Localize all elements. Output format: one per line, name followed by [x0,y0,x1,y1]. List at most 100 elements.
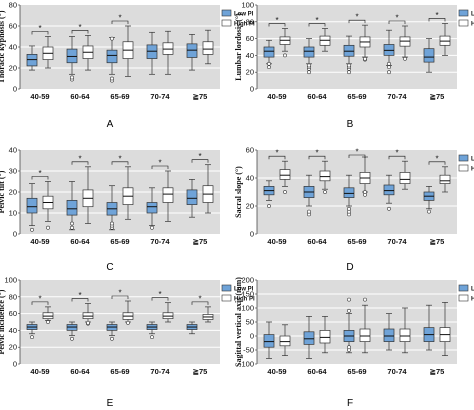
y-axis-label: Pelvic incidence (°) [0,289,6,354]
y-tick-label: 20 [9,343,17,352]
box-high-pi [162,30,174,75]
outlier-point [387,70,391,75]
significance-bracket [151,165,169,169]
y-axis-label: Sagittal vertical axis (mm) [234,277,243,367]
panel-letter: C [106,262,113,273]
y-tick-label: 100 [241,1,254,10]
box-iqr [399,172,411,184]
legend-label-high-pi: High PI [471,167,474,173]
box-iqr [343,187,355,198]
x-tick-label: 40-59 [30,92,49,101]
box-low-pi [383,174,395,211]
significance-asterisk: * [118,289,121,298]
box-high-pi [202,306,214,323]
box-low-pi [26,183,38,232]
x-tick-label: 70-74 [387,367,407,376]
box-high-pi [439,23,451,56]
box-high-pi [82,35,94,71]
box-low-pi [66,181,78,231]
box-high-pi [319,316,331,354]
outlier-point [387,206,391,211]
outlier-point [150,225,154,230]
y-tick-label: 100 [241,304,254,313]
chart-panel-c: 0 10 20 30 40 Pelvic tilt (°) 40-59 * 60-64 * 65-6… [0,146,220,246]
outlier-point [30,227,34,232]
box-high-pi [319,160,331,194]
outlier-point [70,225,74,230]
significance-asterisk: * [315,16,318,25]
legend-swatch-high-pi [221,19,232,27]
box-low-pi [423,304,435,351]
box-high-pi [319,28,331,52]
outlier-point [363,190,367,194]
significance-bracket [308,23,326,27]
outlier-point [267,65,271,70]
significance-asterisk: * [38,169,41,178]
box-low-pi [146,187,158,230]
box-high-pi [359,24,371,62]
x-tick-label: 70-74 [387,92,407,101]
significance-asterisk: * [435,154,438,163]
legend-swatch-high-pi [221,294,232,302]
box-low-pi [66,36,78,82]
significance-bracket [348,19,366,24]
significance-asterisk: * [38,24,41,33]
outlier-point [387,65,391,70]
significance-asterisk: * [198,294,201,303]
outlier-point [70,75,74,80]
box-low-pi [383,313,395,351]
panel-letter: D [346,262,353,273]
significance-bracket [111,161,129,165]
box-low-pi [423,38,435,73]
panel-letter: A [107,119,114,130]
box-iqr [359,328,371,342]
legend-label-low-pi: Low PI [234,287,254,293]
box-low-pi [106,36,118,83]
box-iqr [66,48,78,64]
panel-letter: F [347,398,353,409]
significance-bracket [428,18,446,22]
y-tick-label: 30 [9,167,17,176]
outlier-point [347,63,351,68]
outlier-point [267,61,271,66]
box-low-pi [343,35,355,75]
box-low-pi [146,321,158,340]
y-tick-label: 80 [246,17,254,26]
significance-bracket [191,301,209,305]
outlier-point [323,190,327,194]
box-high-pi [279,28,291,58]
y-tick-label: 10 [9,209,17,218]
outlier-point [110,336,114,341]
significance-bracket [71,298,89,302]
legend-label-low-pi: Low PI [471,287,474,293]
box-iqr [319,170,331,182]
significance-asterisk: * [158,290,161,299]
x-tick-label: 60-64 [70,237,90,246]
y-tick-label: 200 [241,276,254,285]
x-tick-label: 65-69 [347,92,366,101]
x-tick-label: 60-64 [70,367,90,376]
chart-panel-e: 0 20 40 60 80 100 Pelvic incidence (°) 40-59 * 60… [0,276,255,377]
x-tick-label: 65-69 [347,237,366,246]
outlier-point [267,204,271,208]
outlier-point [110,76,114,81]
significance-asterisk: * [355,148,358,157]
box-iqr [202,41,214,55]
significance-asterisk: * [38,294,41,303]
box-low-pi [186,321,198,335]
plot-background [20,280,220,364]
y-tick-label: 0 [250,230,254,239]
y-tick-label: 40 [246,51,254,60]
box-low-pi [186,179,198,218]
significance-bracket [268,155,286,160]
box-low-pi [263,39,275,70]
box-iqr [263,46,275,58]
box-iqr [146,202,158,214]
panel-letter: B [347,119,354,130]
box-iqr [439,174,451,184]
box-high-pi [202,29,214,65]
box-low-pi [303,174,315,217]
box-high-pi [202,164,214,214]
outlier-point [363,56,367,61]
